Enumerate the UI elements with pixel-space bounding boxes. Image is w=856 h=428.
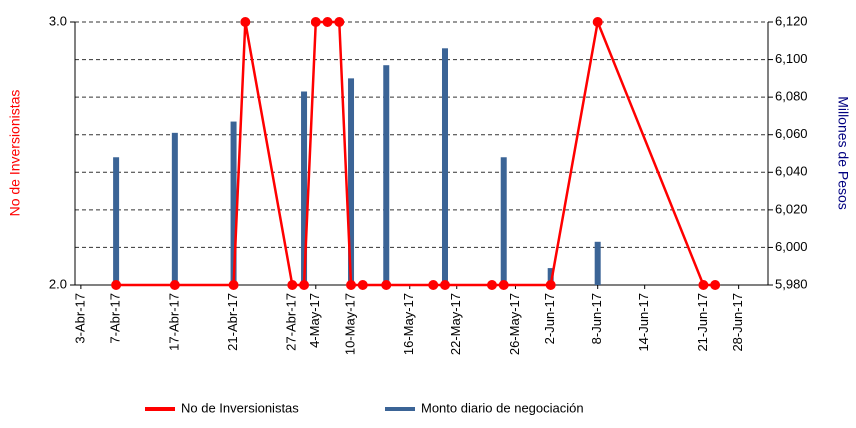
point <box>592 17 603 27</box>
y2-tick-label: 6,020 <box>775 201 808 216</box>
point <box>439 280 450 290</box>
bar <box>383 65 390 285</box>
point <box>111 280 122 290</box>
x-tick-label: 22-May-17 <box>448 293 463 355</box>
bar <box>301 91 308 285</box>
bar <box>113 157 120 285</box>
point <box>334 17 345 27</box>
y2-tick-label: 6,000 <box>775 239 808 254</box>
point <box>240 17 251 27</box>
legend-label: Monto diario de negociación <box>421 400 584 415</box>
bar <box>171 132 178 285</box>
point <box>498 280 509 290</box>
x-tick-label: 27-Abr-17 <box>284 293 299 351</box>
point <box>381 280 392 290</box>
x-tick-label: 16-May-17 <box>401 293 416 355</box>
point <box>486 280 497 290</box>
x-tick-label: 7-Abr-17 <box>108 293 123 344</box>
bar <box>230 121 237 285</box>
point <box>310 17 321 27</box>
bar <box>547 268 554 285</box>
x-tick-label: 21-Jun-17 <box>695 293 710 352</box>
x-tick-label: 17-Abr-17 <box>166 293 181 351</box>
y-tick-label: 2.0 <box>49 276 67 291</box>
x-tick-label: 26-May-17 <box>507 293 522 355</box>
y2-tick-label: 6,060 <box>775 126 808 141</box>
point <box>287 280 298 290</box>
bar <box>348 78 355 285</box>
point <box>322 17 333 27</box>
y-axis-title: No de Inversionistas <box>7 90 23 217</box>
point <box>169 280 180 290</box>
x-tick-label: 3-Abr-17 <box>72 293 87 344</box>
y2-axis-title: Millones de Pesos <box>835 96 851 210</box>
line <box>116 17 716 287</box>
y2-tick-label: 6,120 <box>775 13 808 28</box>
x-tick-label: 2-Jun-17 <box>542 293 557 344</box>
bar <box>500 157 507 285</box>
y2-tick-label: 6,080 <box>775 89 808 104</box>
y2-tick-label: 6,040 <box>775 164 808 179</box>
x-tick-label: 8-Jun-17 <box>589 293 604 344</box>
bar <box>441 48 448 285</box>
y-tick-label: 3.0 <box>49 13 67 28</box>
x-tick-label: 28-Jun-17 <box>730 293 745 352</box>
x-tick-label: 21-Abr-17 <box>225 293 240 351</box>
x-tick-label: 14-Jun-17 <box>636 293 651 352</box>
y2-tick-label: 6,100 <box>775 51 808 66</box>
point <box>428 280 439 290</box>
point <box>346 280 357 290</box>
point <box>357 280 368 290</box>
y2-tick-label: 5,980 <box>775 276 808 291</box>
point <box>299 280 310 290</box>
point <box>698 280 709 290</box>
point <box>545 280 556 290</box>
point <box>228 280 239 290</box>
bar <box>594 241 601 285</box>
x-tick-label: 4-May-17 <box>307 293 322 348</box>
legend-label: No de Inversionistas <box>181 400 299 415</box>
x-tick-label: 10-May-17 <box>342 293 357 355</box>
point <box>710 280 721 290</box>
